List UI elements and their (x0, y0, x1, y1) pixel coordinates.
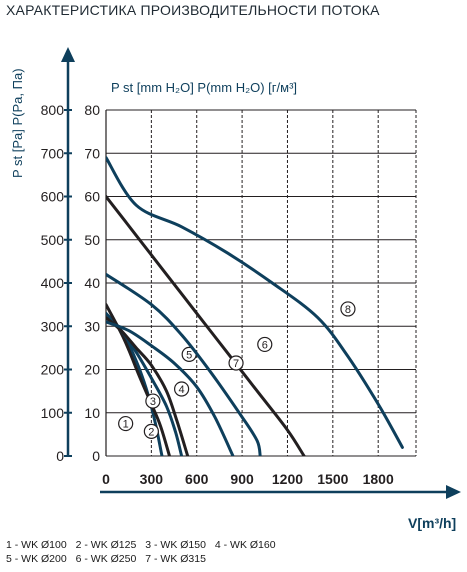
y-tick-label-mm: 10 (84, 405, 100, 421)
series-curve-5 (106, 320, 235, 456)
y-tick-label-pa: 400 (41, 275, 65, 291)
y-axis-label: P st [Pa] P(Pa, Па) (10, 68, 25, 178)
x-tick-label: 1200 (272, 471, 303, 487)
y-tick-label-pa: 200 (41, 362, 65, 378)
y-tick-label-mm: 40 (84, 275, 100, 291)
y-tick-label-mm: 70 (84, 145, 100, 161)
legend-item-7: 7 - WK Ø315 (145, 553, 206, 565)
legend-item-1: 1 - WK Ø100 (6, 539, 67, 551)
series-label-2: 2 (148, 426, 154, 438)
x-axis-label: V[m³/h] (408, 515, 456, 531)
series-label-1: 1 (123, 419, 129, 431)
y-tick-label-mm: 30 (84, 318, 100, 334)
legend-row-1: 1 - WK Ø100 2 - WK Ø125 3 - WK Ø150 4 - … (6, 538, 282, 552)
series-label-4: 4 (179, 384, 185, 396)
x-tick-label: 0 (102, 471, 110, 487)
x-tick-label: 1800 (363, 471, 394, 487)
series-marker-2 (143, 423, 159, 439)
legend-item-2: 2 - WK Ø125 (75, 539, 137, 551)
chart-title: ХАРАКТЕРИСТИКА ПРОИЗВОДИТЕЛЬНОСТИ ПОТОКА (6, 2, 380, 18)
series-label-7: 7 (233, 358, 239, 370)
x-tick-label: 1500 (317, 471, 348, 487)
series-label-8: 8 (345, 304, 351, 316)
y-axis-right-title: P st [mm H₂O] P(mm H₂O) [г/м³] (111, 80, 297, 95)
legend: 1 - WK Ø100 2 - WK Ø125 3 - WK Ø150 4 - … (6, 538, 282, 566)
legend-row-2: 5 - WK Ø200 6 - WK Ø250 7 - WK Ø315 (6, 552, 282, 566)
y-tick-label-pa: 300 (41, 318, 65, 334)
series-curve-7 (106, 272, 262, 456)
y-axis-arrow (61, 47, 75, 62)
series-marker-4 (174, 381, 190, 397)
y-tick-label-mm: 0 (92, 448, 100, 464)
series-marker-7 (228, 355, 244, 371)
y-tick-label-pa: 600 (41, 189, 65, 205)
series-marker-6 (257, 336, 273, 353)
series-curve-6 (106, 195, 306, 456)
series-marker-1 (118, 415, 134, 432)
legend-item-6: 6 - WK Ø250 (75, 553, 137, 565)
legend-item-5: 5 - WK Ø200 (6, 553, 67, 565)
series-curve-8 (106, 156, 404, 449)
y-tick-label-mm: 60 (84, 189, 100, 205)
legend-item-3: 3 - WK Ø150 (145, 539, 206, 551)
series-curve-2 (106, 303, 171, 456)
x-axis-arrow (446, 485, 461, 499)
series-marker-3 (145, 393, 161, 409)
y-tick-label-pa: 0 (56, 448, 64, 464)
y-tick-label-pa: 500 (41, 232, 65, 248)
series-label-5: 5 (186, 349, 192, 361)
y-tick-label-pa: 800 (41, 102, 65, 118)
legend-item-4: 4 - WK Ø160 (214, 539, 276, 551)
y-tick-label-mm: 20 (84, 362, 100, 378)
y-tick-label-mm: 80 (84, 102, 100, 118)
series-label-3: 3 (150, 396, 156, 408)
y-tick-label-pa: 100 (41, 405, 65, 421)
y-tick-label-mm: 50 (84, 232, 100, 248)
series-marker-8 (340, 301, 356, 317)
x-tick-label: 600 (185, 471, 209, 487)
series-curve-4 (106, 316, 190, 456)
y-tick-label-pa: 700 (41, 145, 65, 161)
x-tick-label: 900 (230, 471, 254, 487)
x-tick-label: 300 (140, 471, 164, 487)
series-label-6: 6 (262, 339, 268, 351)
